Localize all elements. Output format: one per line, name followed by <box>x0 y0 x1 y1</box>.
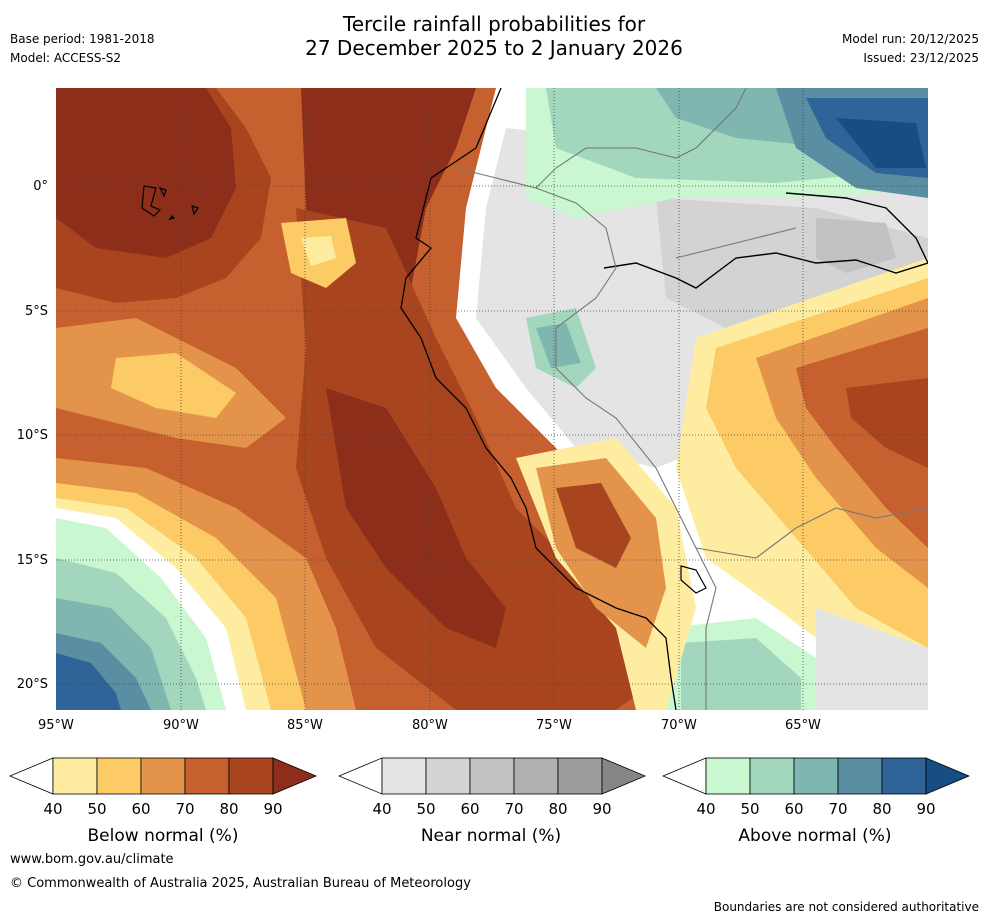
colorbar-swatch <box>96 757 142 795</box>
colorbar-tick-label: 90 <box>263 800 283 818</box>
colorbar-swatch <box>425 757 471 795</box>
colorbar-tick-label: 70 <box>828 800 848 818</box>
colorbar-swatch <box>557 757 603 795</box>
colorbar-swatch <box>469 757 515 795</box>
colorbar-tick-label: 50 <box>416 800 436 818</box>
colorbar-tick-label: 40 <box>43 800 63 818</box>
copyright-text: © Commonwealth of Australia 2025, Austra… <box>10 876 471 891</box>
graticule <box>56 88 928 710</box>
region-above-80-sw <box>56 653 121 710</box>
colorbars <box>8 757 971 795</box>
colorbar-tick-label: 80 <box>872 800 892 818</box>
colorbar-high-extend <box>601 757 647 795</box>
colorbar-above-label: Above normal (%) <box>738 826 892 846</box>
lon-label-85w: 85°W <box>287 718 323 733</box>
region-below-80-south <box>556 483 631 568</box>
galapagos-islands <box>141 185 199 220</box>
colorbar-tick-label: 90 <box>916 800 936 818</box>
lat-label-20s: 20°S <box>16 677 48 692</box>
lon-label-70w: 70°W <box>661 718 697 733</box>
lat-label-0: 0° <box>33 179 48 194</box>
colorbar-swatch <box>881 757 927 795</box>
region-below-40-patch <box>301 236 336 266</box>
colorbar-tick-label: 60 <box>784 800 804 818</box>
lat-label-10s: 10°S <box>16 428 48 443</box>
region-near-se <box>816 608 928 710</box>
map-title: Tercile rainfall probabilities for 27 De… <box>0 12 988 60</box>
colorbar-swatch <box>52 757 98 795</box>
model-run: Model run: 20/12/2025 <box>841 32 979 46</box>
lon-label-95w: 95°W <box>38 718 74 733</box>
colorbar-near-normal <box>337 757 647 795</box>
colorbar-tick-label: 60 <box>460 800 480 818</box>
colorbar-swatch <box>513 757 559 795</box>
colorbar-tick-label: 80 <box>548 800 568 818</box>
lake-titicaca <box>680 565 707 594</box>
colorbar-tick-label: 80 <box>219 800 239 818</box>
colorbar-tick-label: 50 <box>740 800 760 818</box>
region-above-50-south <box>681 638 801 710</box>
colorbar-swatch <box>140 757 186 795</box>
colorbar-swatch <box>228 757 274 795</box>
colorbar-above-normal <box>661 757 971 795</box>
lon-label-80w: 80°W <box>412 718 448 733</box>
lon-label-90w: 90°W <box>163 718 199 733</box>
colorbar-low-extend <box>661 757 707 795</box>
colorbar-tick-label: 70 <box>504 800 524 818</box>
region-below-90-north <box>56 88 236 258</box>
website-link[interactable]: www.bom.gov.au/climate <box>10 852 174 867</box>
colorbar-swatch <box>837 757 883 795</box>
colorbar-swatch <box>793 757 839 795</box>
colorbar-swatch <box>381 757 427 795</box>
lon-label-75w: 75°W <box>536 718 572 733</box>
colorbar-swatch <box>705 757 751 795</box>
colorbar-swatch <box>749 757 795 795</box>
colorbar-tick-label: 50 <box>87 800 107 818</box>
colorbar-low-extend <box>337 757 383 795</box>
base-period: Base period: 1981-2018 <box>10 32 155 46</box>
coastline <box>400 88 677 710</box>
region-below-90-corridor <box>326 388 506 648</box>
title-line-2: 27 December 2025 to 2 January 2026 <box>305 36 683 60</box>
rainfall-probability-map <box>56 88 928 710</box>
colorbar-tick-label: 40 <box>696 800 716 818</box>
colorbar-tick-label: 60 <box>131 800 151 818</box>
region-below-50-west <box>111 353 236 418</box>
northern-river <box>785 192 928 264</box>
region-below-80-corridor <box>296 208 646 710</box>
colorbar-near-label: Near normal (%) <box>420 826 562 846</box>
region-above-90-ne <box>836 118 926 168</box>
colorbar-swatch <box>184 757 230 795</box>
colorbar-tick-label: 40 <box>372 800 392 818</box>
amazon-river <box>603 252 928 289</box>
boundaries-disclaimer: Boundaries are not considered authoritat… <box>713 900 979 914</box>
region-near-60-east <box>816 218 896 273</box>
colorbar-tick-label: 90 <box>592 800 612 818</box>
region-above-60-center <box>536 323 581 368</box>
national-boundaries <box>455 88 928 710</box>
colorbar-below-label: Below normal (%) <box>87 826 239 846</box>
map-canvas <box>56 88 928 710</box>
title-line-1: Tercile rainfall probabilities for <box>342 12 646 36</box>
colorbar-low-extend <box>8 757 54 795</box>
colorbar-high-extend <box>925 757 971 795</box>
colorbar-high-extend <box>272 757 318 795</box>
lat-label-5s: 5°S <box>24 304 48 319</box>
colorbar-tick-label: 70 <box>175 800 195 818</box>
colorbar-below-normal <box>8 757 318 795</box>
model-name: Model: ACCESS-S2 <box>10 51 122 65</box>
lat-label-15s: 15°S <box>16 553 48 568</box>
lon-label-65w: 65°W <box>785 718 821 733</box>
region-below-80-se <box>846 378 928 468</box>
issued-date: Issued: 23/12/2025 <box>863 51 979 65</box>
